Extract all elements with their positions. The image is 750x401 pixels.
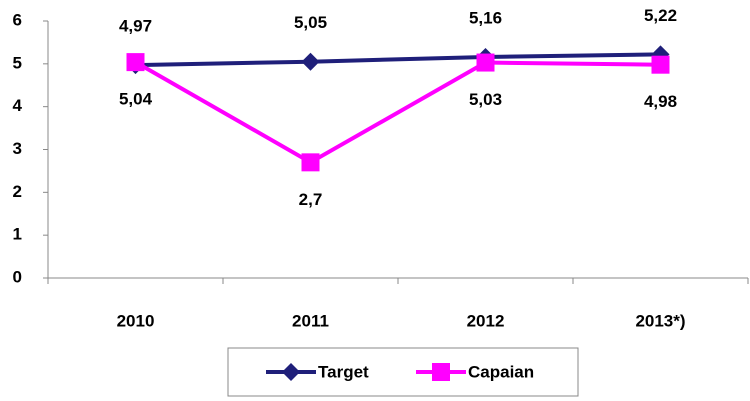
x-tick-label: 2010 (117, 311, 155, 330)
y-tick-label: 6 (13, 10, 22, 29)
legend-label: Target (318, 362, 369, 381)
y-tick-label: 4 (13, 96, 23, 115)
legend-marker (432, 363, 450, 381)
x-tick-label: 2013*) (635, 311, 685, 330)
data-label: 2,7 (299, 190, 323, 209)
point-marker (476, 53, 495, 72)
legend-label: Capaian (468, 362, 534, 381)
data-label: 5,22 (644, 6, 677, 25)
data-label: 5,03 (469, 90, 502, 109)
y-tick-label: 0 (13, 267, 22, 286)
data-label: 5,04 (119, 90, 153, 109)
legend-marker (282, 363, 300, 381)
y-tick-label: 1 (13, 225, 22, 244)
point-marker (126, 53, 145, 72)
y-tick-label: 5 (13, 53, 22, 72)
data-label: 4,97 (119, 17, 152, 36)
x-tick-label: 2012 (467, 311, 505, 330)
data-label: 5,16 (469, 8, 502, 27)
data-label: 5,05 (294, 13, 327, 32)
point-marker (651, 55, 670, 74)
y-tick-label: 3 (13, 139, 22, 158)
data-label: 4,98 (644, 92, 677, 111)
y-tick-label: 2 (13, 182, 22, 201)
x-tick-label: 2011 (292, 311, 329, 330)
point-marker (301, 153, 320, 172)
series-line (134, 60, 661, 165)
point-marker (301, 52, 320, 71)
series-line (135, 52, 661, 68)
